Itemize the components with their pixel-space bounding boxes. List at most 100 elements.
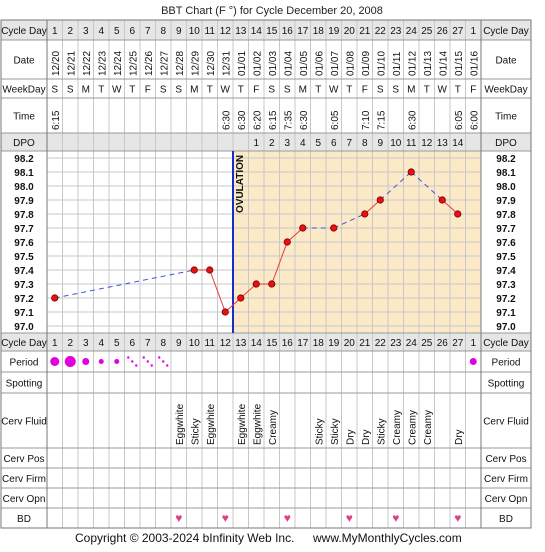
time-cell: 6:30	[407, 110, 418, 130]
temp-point	[283, 238, 291, 246]
cerv-fluid-cell: Dry	[454, 429, 465, 445]
cycle-day-cell: 1	[52, 26, 58, 37]
temp-point	[206, 266, 214, 274]
dpo-cell: 3	[284, 138, 290, 149]
date-cell: 12/27	[159, 51, 170, 76]
cycle-day-cell: 7	[145, 26, 151, 37]
weekday-cell: T	[346, 85, 352, 96]
period-medium-icon	[82, 358, 90, 365]
temp-point	[376, 196, 384, 204]
period-heavy-icon	[50, 357, 60, 366]
y-tick-left-8: 97.4	[14, 266, 34, 277]
period-spotting-icon	[146, 360, 149, 363]
cycle-day-cell-bottom: 20	[344, 338, 356, 349]
cerv-fluid-cell: Eggwhite	[206, 403, 217, 445]
date-cell: 01/08	[345, 51, 356, 76]
ovulation-label: OVULATION	[235, 155, 246, 213]
weekday-cell: S	[51, 85, 58, 96]
row-label-left-cerv-opn: Cerv Opn	[3, 494, 46, 505]
temp-point	[454, 210, 462, 218]
cycle-day-cell-bottom: 27	[452, 338, 464, 349]
temp-point	[51, 294, 59, 302]
temp-segment	[271, 241, 288, 285]
date-cell: 12/25	[128, 51, 139, 76]
time-cell: 6:30	[299, 110, 310, 130]
dpo-cell: 14	[452, 138, 464, 149]
row-label-left-time: Time	[13, 112, 35, 123]
bd-heart-icon: ♥	[454, 511, 461, 525]
row-label-bg-left-cycle-day-bottom	[1, 333, 47, 351]
row-label-right-date: Date	[495, 56, 517, 67]
y-tick-left-5: 97.7	[14, 224, 34, 235]
row-label-right-cerv-opn: Cerv Opn	[485, 494, 528, 505]
time-cell: 6:00	[469, 110, 480, 130]
cerv-fluid-cell: Creamy	[407, 410, 418, 445]
bd-heart-icon: ♥	[175, 511, 182, 525]
temp-segment	[410, 171, 443, 201]
date-cell: 12/24	[113, 51, 124, 76]
cycle-day-cell: 6	[129, 26, 135, 37]
footer-site: www.MyMonthlyCycles.com	[312, 531, 462, 545]
row-label-bg-left-cycle-day	[1, 20, 47, 40]
row-label-bg-right-cycle-day-bottom	[481, 333, 531, 351]
weekday-cell: W	[438, 85, 448, 96]
cycle-day-cell-bottom: 5	[114, 338, 120, 349]
date-cell: 01/07	[330, 51, 341, 76]
row-label-left-dpo: DPO	[13, 138, 35, 149]
weekday-cell: M	[299, 85, 307, 96]
temp-point	[268, 280, 276, 288]
cycle-day-cell: 24	[406, 26, 418, 37]
period-spotting-icon	[162, 360, 165, 363]
time-cell: 6:15	[51, 110, 62, 130]
cycle-day-cell: 1	[470, 26, 476, 37]
date-cell: 12/26	[144, 51, 155, 76]
cerv-fluid-cell: Dry	[361, 429, 372, 445]
temp-point	[252, 280, 260, 288]
cycle-day-cell-bottom: 9	[176, 338, 182, 349]
time-cell: 6:30	[237, 110, 248, 130]
cycle-day-cell: 14	[251, 26, 263, 37]
row-label-left-cycle-day: Cycle Day	[1, 26, 47, 37]
temp-point	[330, 224, 338, 232]
dpo-cell: 12	[421, 138, 433, 149]
date-cell: 12/31	[221, 51, 232, 76]
weekday-cell: T	[455, 85, 461, 96]
period-light-icon	[98, 359, 104, 364]
cycle-day-cell: 4	[98, 26, 104, 37]
cerv-fluid-cell: Sticky	[330, 418, 341, 445]
period-spotting-icon	[158, 356, 161, 359]
dpo-cell: 13	[437, 138, 449, 149]
cycle-day-cell-bottom: 2	[67, 338, 73, 349]
period-spotting-icon	[127, 356, 130, 359]
row-label-left-weekday: WeekDay	[2, 85, 45, 96]
cycle-day-cell: 2	[67, 26, 73, 37]
temp-point	[221, 308, 229, 316]
date-cell: 01/01	[237, 51, 248, 76]
y-tick-left-3: 97.9	[14, 196, 34, 207]
cycle-day-cell-bottom: 10	[189, 338, 201, 349]
period-medium-icon	[469, 358, 477, 365]
period-light-icon	[114, 359, 120, 364]
weekday-cell: S	[175, 85, 182, 96]
table-frame	[0, 19, 532, 529]
cycle-day-cell-bottom: 25	[421, 338, 433, 349]
temp-segment	[54, 269, 195, 299]
row-label-right-cerv-firm: Cerv Firm	[484, 474, 528, 485]
cerv-fluid-cell: Creamy	[268, 410, 279, 445]
date-cell: 12/29	[190, 51, 201, 76]
cerv-fluid-cell: Creamy	[423, 410, 434, 445]
y-tick-left-11: 97.1	[14, 308, 34, 319]
row-label-left-cerv-fluid: Cerv Fluid	[1, 417, 47, 428]
cycle-day-cell-bottom: 7	[145, 338, 151, 349]
cerv-fluid-cell: Sticky	[314, 418, 325, 445]
time-cell: 6:20	[252, 110, 263, 130]
row-label-right-period: Period	[492, 358, 521, 369]
row-label-right-cycle-day-bottom: Cycle Day	[483, 338, 529, 349]
date-cell: 12/21	[66, 51, 77, 76]
y-tick-right-2: 98.0	[496, 182, 516, 193]
weekday-cell: W	[329, 85, 339, 96]
date-cell: 01/12	[407, 51, 418, 76]
period-spotting-icon	[142, 356, 145, 359]
time-cell: 6:05	[330, 110, 341, 130]
